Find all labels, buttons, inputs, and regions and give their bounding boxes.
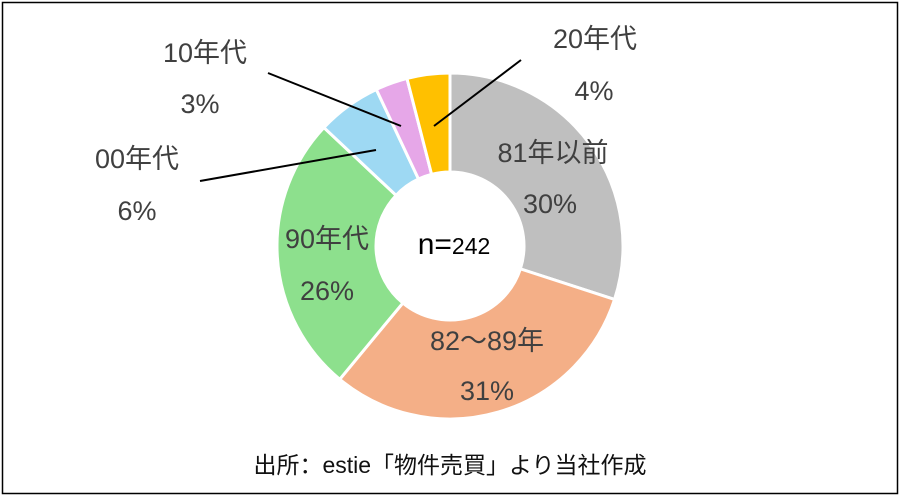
slice-2020s [405,71,452,177]
percent-pre-1981: 30% [523,189,577,219]
percent-1982-1989: 31% [460,376,514,406]
slice-1990s [275,125,405,382]
percent-1990s: 26% [300,276,354,306]
source-note: 出所：estie「物件売買」より当社作成 [253,452,646,478]
center-sample-prefix: n= [418,228,452,261]
slice-pre-1981 [448,71,625,302]
leader-line-2010s [267,72,402,127]
label-2020s: 20年代 [553,24,637,54]
label-2010s: 10年代 [163,38,247,68]
label-pre-1981: 81年以前 [497,138,608,168]
leader-line-2000s [199,149,377,182]
leader-line-2020s [433,59,522,127]
label-1990s: 90年代 [285,224,369,254]
percent-2000s: 6% [117,196,156,226]
slice-1982-1989 [337,266,617,421]
label-2000s: 00年代 [95,144,179,174]
percent-2020s: 4% [574,76,613,106]
percent-2010s: 3% [180,89,219,119]
leader-lines [199,59,522,182]
donut-slices [275,71,625,421]
center-sample-value: 242 [452,233,490,259]
label-1982-1989: 82～89年 [430,326,544,356]
center-sample-size: n=242 [418,228,491,261]
